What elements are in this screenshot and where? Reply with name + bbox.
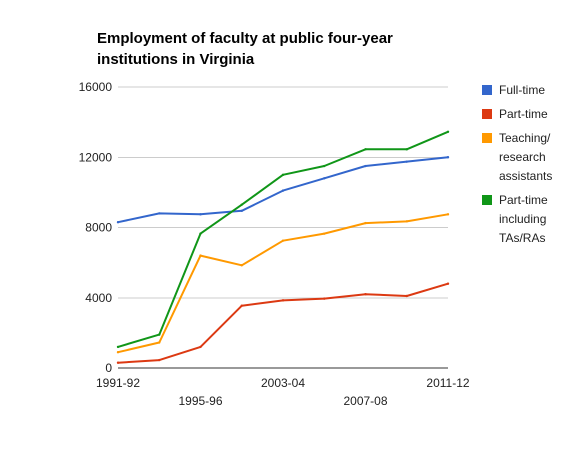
x-tick-label: 1991-92 [96, 376, 140, 390]
data-point [116, 350, 120, 354]
data-point [281, 299, 285, 302]
data-point [199, 213, 202, 216]
legend-label: assistants [499, 169, 552, 183]
series-1 [116, 282, 450, 364]
data-point [364, 221, 367, 225]
legend-swatch [482, 85, 492, 95]
data-point [405, 148, 408, 151]
data-point [364, 293, 367, 296]
legend-item: Part-time including TAs/RAs [482, 193, 548, 245]
data-point [323, 164, 326, 168]
series-line [117, 130, 449, 348]
data-point [199, 345, 202, 349]
x-axis-tick-labels: 1991-92 1995-96 2003-04 2007-08 2011-12 [96, 376, 470, 408]
legend-swatch [482, 133, 492, 143]
data-point [323, 177, 326, 180]
legend-item: Full-time [482, 83, 545, 97]
x-tick-label: 1995-96 [178, 394, 222, 408]
data-point [446, 156, 450, 159]
data-point [240, 304, 243, 307]
series-lines [116, 130, 450, 364]
series-0 [116, 156, 450, 224]
data-point [116, 361, 120, 364]
y-tick-label: 4000 [85, 291, 112, 305]
chart-title-group: Employment of faculty at public four-yea… [97, 30, 393, 68]
legend-swatch [482, 109, 492, 119]
y-tick-label: 16000 [79, 80, 113, 94]
data-point [405, 294, 408, 298]
legend-label: Part-time [499, 107, 548, 121]
data-point [405, 220, 408, 223]
data-point [446, 130, 450, 133]
legend-swatch [482, 195, 492, 205]
y-tick-label: 0 [105, 361, 112, 375]
data-point [364, 148, 367, 151]
legend-label: TAs/RAs [499, 231, 545, 245]
data-point [240, 264, 243, 267]
data-point [199, 232, 202, 235]
data-point [323, 232, 326, 235]
chart-title-line-2: institutions in Virginia [97, 51, 255, 68]
legend-item: Part-time [482, 107, 548, 121]
grid-lines [118, 86, 448, 369]
legend-label: Teaching/ [499, 131, 551, 145]
data-point [323, 297, 326, 300]
data-point [446, 213, 450, 216]
x-tick-label: 2003-04 [261, 376, 305, 390]
data-point [199, 254, 202, 257]
series-line [117, 213, 449, 354]
legend-label: Part-time [499, 193, 548, 207]
data-point [240, 203, 243, 206]
x-tick-label: 2007-08 [343, 394, 387, 408]
legend-label: including [499, 212, 546, 226]
y-axis-tick-labels: 0 4000 8000 12000 16000 [79, 80, 113, 375]
legend-item: Teaching/research assistants [482, 131, 552, 183]
data-point [281, 189, 285, 192]
data-point [116, 221, 120, 224]
legend-label: research [499, 150, 546, 164]
chart-title-line-1: Employment of faculty at public four-yea… [97, 30, 393, 47]
data-point [158, 212, 161, 215]
data-point [364, 164, 367, 168]
data-point [281, 239, 285, 242]
legend: Full-time Part-time Teaching/research assis… [482, 83, 552, 245]
data-point [158, 358, 161, 362]
series-3 [116, 130, 450, 349]
y-tick-label: 8000 [85, 221, 112, 235]
data-point [158, 341, 161, 344]
x-tick-label: 2011-12 [426, 376, 469, 390]
y-tick-label: 12000 [79, 150, 113, 164]
data-point [240, 209, 243, 213]
data-point [158, 333, 161, 336]
data-point [446, 282, 450, 285]
data-point [405, 160, 408, 163]
legend-label: Full-time [499, 83, 545, 97]
series-2 [116, 213, 450, 354]
data-point [116, 345, 120, 349]
data-point [281, 173, 285, 177]
